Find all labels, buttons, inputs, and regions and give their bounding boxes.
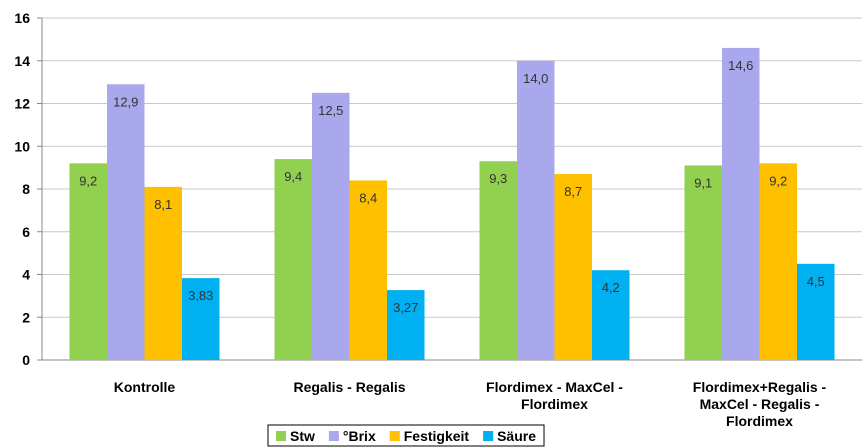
value-label: 12,9: [113, 94, 138, 109]
legend-label: Säure: [497, 428, 536, 444]
value-label: 12,5: [318, 103, 343, 118]
value-label: 8,7: [564, 184, 582, 199]
x-tick-line: Flordimex - MaxCel -: [486, 379, 623, 395]
y-tick-label: 14: [14, 53, 30, 69]
legend-label: Festigkeit: [404, 428, 470, 444]
x-tick-label: Flordimex+Regalis -MaxCel - Regalis -Flo…: [693, 379, 827, 429]
value-label: 9,3: [489, 171, 507, 186]
bar: [554, 174, 592, 360]
bar: [517, 60, 555, 360]
legend-swatch: [276, 431, 286, 441]
value-label: 9,4: [284, 169, 302, 184]
x-tick-line: Regalis - Regalis: [293, 379, 405, 395]
x-tick-label: Flordimex - MaxCel -Flordimex: [486, 379, 623, 412]
legend-swatch: [389, 431, 400, 441]
bar: [274, 159, 312, 360]
x-tick-line: Flordimex+Regalis -: [693, 379, 827, 395]
value-label: 3,27: [393, 300, 418, 315]
x-tick-line: MaxCel - Regalis -: [700, 396, 820, 412]
y-tick-label: 0: [22, 352, 30, 368]
value-label: 8,1: [154, 197, 172, 212]
legend-swatch: [483, 431, 494, 441]
value-label: 8,4: [359, 190, 377, 205]
value-label: 4,5: [807, 274, 825, 289]
value-label: 9,1: [694, 175, 712, 190]
bar: [144, 186, 182, 360]
bar: [182, 278, 220, 360]
bar: [387, 290, 425, 360]
value-label: 3,83: [188, 288, 213, 303]
x-tick-line: Flordimex: [726, 413, 793, 429]
bar: [722, 47, 760, 361]
y-tick-label: 8: [22, 181, 30, 197]
x-tick-line: Kontrolle: [114, 379, 176, 395]
bar: [684, 165, 722, 360]
bar: [69, 163, 107, 360]
y-tick-label: 10: [14, 138, 30, 154]
legend-label: Stw: [290, 428, 315, 444]
legend-swatch: [328, 431, 339, 441]
bar: [479, 161, 517, 360]
x-tick-label: Regalis - Regalis: [293, 379, 405, 395]
y-tick-label: 4: [22, 267, 30, 283]
bar: [312, 92, 350, 360]
bar: [107, 84, 145, 360]
y-tick-label: 2: [22, 309, 30, 325]
y-tick-label: 16: [14, 10, 30, 26]
bar: [592, 270, 630, 360]
value-label: 14,0: [523, 71, 548, 86]
bar: [759, 163, 797, 360]
value-label: 14,6: [728, 58, 753, 73]
y-tick-label: 6: [22, 224, 30, 240]
value-label: 9,2: [769, 173, 787, 188]
bar: [349, 180, 387, 360]
value-label: 4,2: [602, 280, 620, 295]
x-tick-line: Flordimex: [521, 396, 588, 412]
value-label: 9,2: [79, 173, 97, 188]
y-tick-label: 12: [14, 96, 30, 112]
x-tick-label: Kontrolle: [114, 379, 176, 395]
legend-label: °Brix: [343, 428, 376, 444]
bar: [797, 263, 835, 360]
